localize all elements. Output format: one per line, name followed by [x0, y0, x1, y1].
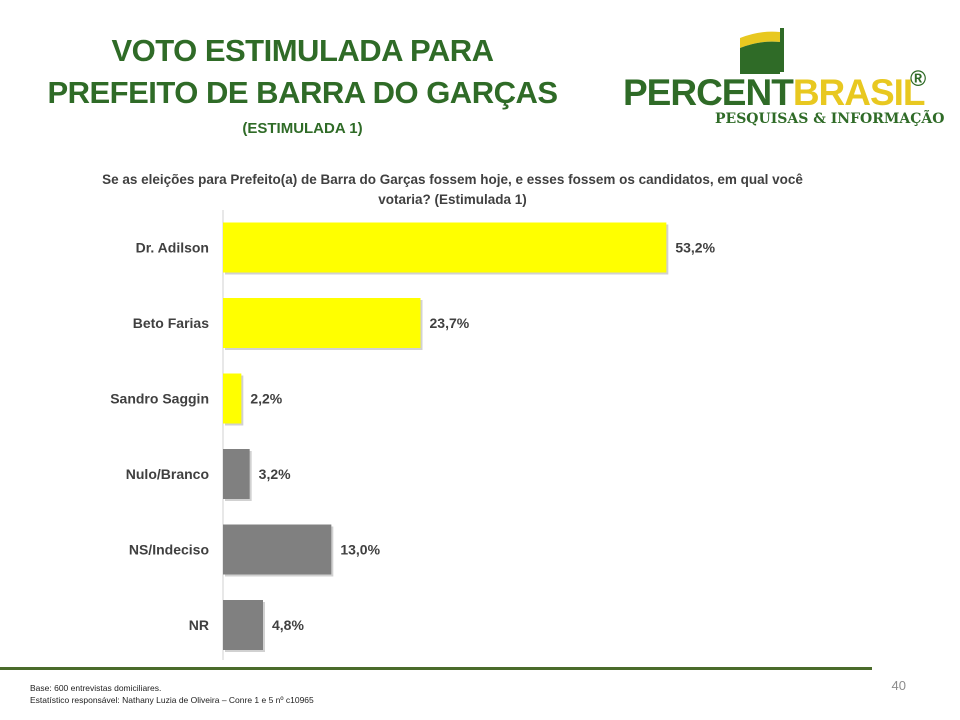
logo-word-percent: PERCENT	[623, 72, 794, 113]
flag-yellow-band	[740, 31, 780, 48]
footer-divider	[0, 667, 872, 670]
logo-word-brasil: BRASIL	[792, 72, 926, 113]
value-label: 4,8%	[272, 617, 304, 633]
value-label: 53,2%	[675, 240, 715, 256]
page-title: VOTO ESTIMULADA PARA PREFEITO DE BARRA D…	[30, 30, 575, 114]
value-label: 3,2%	[259, 466, 291, 482]
category-label: Sandro Saggin	[110, 391, 209, 407]
page-subtitle: (ESTIMULADA 1)	[242, 120, 363, 137]
category-label: NR	[189, 617, 209, 633]
footnote: Base: 600 entrevistas domiciliares. Esta…	[30, 682, 314, 706]
logo-wordmark: PERCENTBRASIL	[623, 72, 926, 114]
registered-mark: ®	[910, 66, 927, 91]
title-line-2: PREFEITO DE BARRA DO GARÇAS	[47, 75, 558, 110]
page-number: 40	[891, 678, 906, 693]
bar	[223, 600, 263, 650]
bar	[223, 373, 242, 424]
value-label: 13,0%	[340, 542, 380, 558]
bar	[223, 449, 250, 499]
logo-tagline: PESQUISAS & INFORMAÇÃO	[715, 111, 945, 127]
title-line-1: VOTO ESTIMULADA PARA	[111, 33, 494, 68]
category-label: Nulo/Branco	[126, 466, 209, 482]
bar	[223, 298, 421, 348]
bar-chart: Dr. Adilson 53,2% Beto Farias 23,7% Sandro S…	[110, 210, 716, 660]
footnote-statistician: Estatístico responsável: Nathany Luzia d…	[30, 695, 314, 705]
value-label: 2,2%	[250, 391, 282, 407]
footnote-base: Base: 600 entrevistas domiciliares.	[30, 683, 162, 693]
survey-question: Se as eleições para Prefeito(a) de Barra…	[102, 172, 803, 207]
flag-logo-icon	[740, 28, 784, 74]
flag-pole	[780, 28, 784, 72]
bar	[223, 524, 332, 575]
category-label: NS/Indeciso	[129, 542, 209, 558]
category-label: Beto Farias	[133, 315, 209, 331]
category-label: Dr. Adilson	[136, 240, 209, 256]
percentbrasil-logo: PERCENTBRASIL ® PESQUISAS & INFORMAÇÃO	[620, 22, 944, 132]
flag-green-body	[740, 41, 780, 74]
value-label: 23,7%	[430, 315, 470, 331]
bar	[223, 222, 667, 273]
